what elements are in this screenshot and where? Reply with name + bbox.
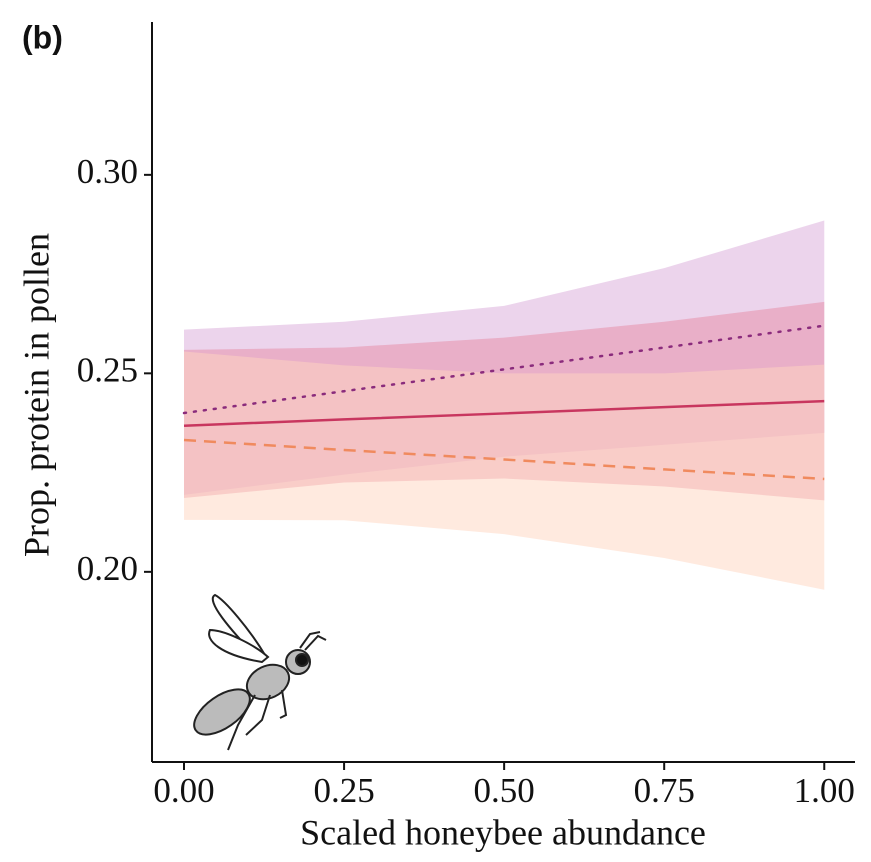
trend-line — [183, 399, 825, 427]
panel-label: (b) — [22, 19, 63, 55]
x-tick-label: 0.50 — [474, 771, 535, 810]
x-axis-title: Scaled honeybee abundance — [300, 812, 706, 852]
x-tick-label: 1.00 — [794, 771, 855, 810]
trend-line — [182, 324, 826, 415]
confidence-ribbon — [184, 351, 825, 590]
x-tick-label: 0.75 — [634, 771, 695, 810]
y-tick-label: 0.20 — [77, 549, 138, 588]
y-tick-label: 0.25 — [77, 350, 138, 389]
y-tick-label: 0.30 — [77, 152, 138, 191]
x-tick-label: 0.00 — [153, 771, 214, 810]
plot-area — [182, 220, 826, 590]
y-axis-title: Prop. protein in pollen — [16, 233, 56, 557]
x-tick-label: 0.25 — [313, 771, 374, 810]
wasp-illustration — [193, 593, 327, 751]
trend-line — [183, 438, 825, 481]
